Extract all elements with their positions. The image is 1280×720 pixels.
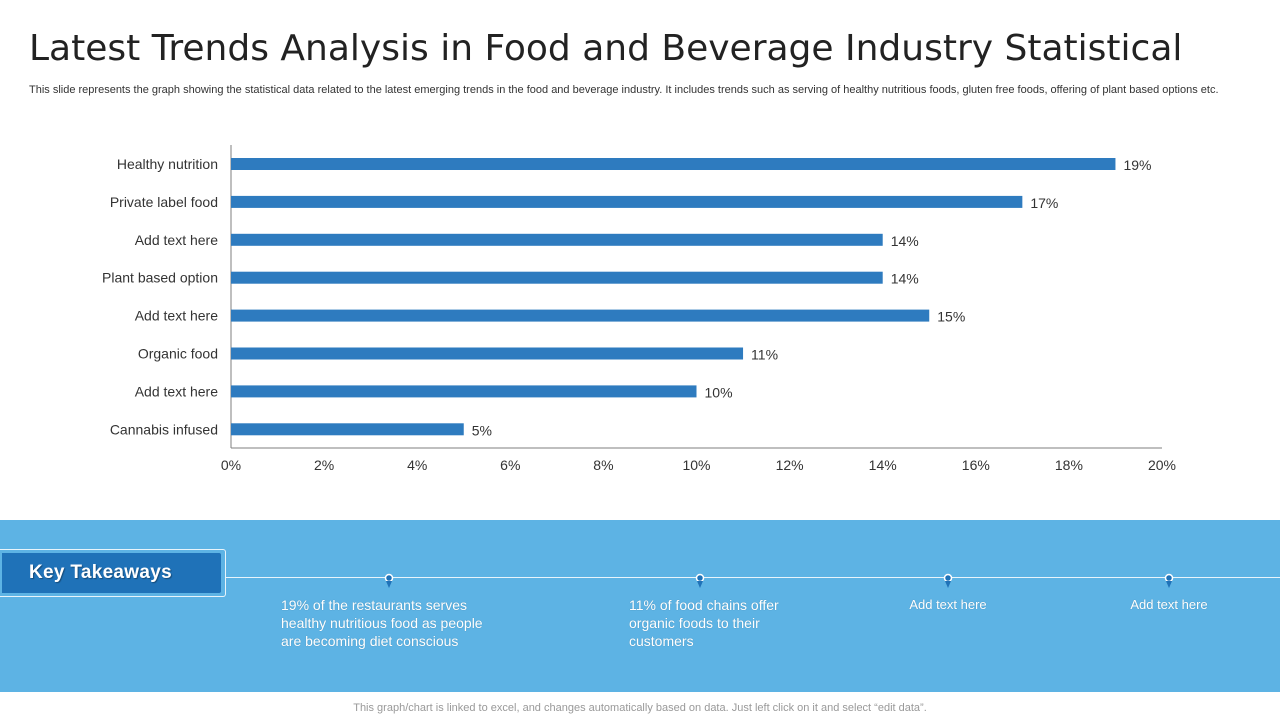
category-label: Healthy nutrition [117, 156, 218, 172]
data-label: 11% [751, 347, 778, 363]
footer-note: This graph/chart is linked to excel, and… [353, 702, 927, 714]
category-label: Cannabis infused [110, 421, 218, 437]
x-tick-label: 2% [314, 457, 334, 473]
category-label: Private label food [110, 194, 218, 210]
bar[interactable] [231, 158, 1116, 170]
data-label: 10% [705, 384, 733, 400]
page-description: This slide represents the graph showing … [29, 84, 1219, 96]
key-takeaways-label: Key Takeaways [2, 553, 221, 593]
timeline-line [226, 577, 1280, 578]
map-pin-icon [1164, 573, 1174, 588]
bar[interactable] [231, 271, 883, 284]
map-pin-icon [384, 573, 394, 588]
key-takeaways-band: Key Takeaways 19% of the restaurants ser… [0, 520, 1280, 692]
bar[interactable] [231, 233, 883, 246]
category-label: Add text here [135, 232, 218, 248]
x-tick-label: 6% [500, 457, 520, 473]
bar-chart[interactable]: Healthy nutrition 19% Private label food 17… [0, 0, 1280, 500]
data-label: 17% [1030, 195, 1058, 211]
data-label: 5% [472, 422, 492, 438]
bar[interactable] [231, 385, 697, 398]
category-label: Add text here [135, 383, 218, 399]
x-tick-label: 12% [776, 457, 804, 473]
x-tick-label: 20% [1148, 457, 1176, 473]
map-pin-icon [943, 573, 953, 588]
takeaway-text: Add text here [1130, 597, 1208, 612]
x-tick-label: 8% [593, 457, 613, 473]
key-takeaways-header: Key Takeaways [0, 549, 226, 597]
category-label: Plant based option [102, 270, 218, 286]
bar[interactable] [231, 347, 744, 360]
takeaway-text: Add text here [909, 597, 987, 612]
map-pin-icon [695, 573, 705, 588]
category-label: Organic food [138, 346, 218, 362]
data-label: 15% [937, 309, 965, 325]
x-tick-label: 4% [407, 457, 427, 473]
data-label: 19% [1123, 157, 1151, 173]
takeaway-text: 11% of food chains offer organic foods t… [629, 597, 779, 649]
x-tick-label: 0% [221, 457, 241, 473]
x-tick-label: 16% [962, 457, 990, 473]
x-tick-label: 10% [682, 457, 710, 473]
x-tick-label: 18% [1055, 457, 1083, 473]
data-label: 14% [891, 271, 919, 287]
bar[interactable] [231, 309, 930, 322]
page-title: Latest Trends Analysis in Food and Bever… [29, 28, 1183, 69]
data-label: 14% [891, 233, 919, 249]
bar[interactable] [231, 423, 464, 436]
takeaway-text: 19% of the restaurants serves healthy nu… [281, 597, 483, 649]
category-label: Add text here [135, 308, 218, 324]
x-tick-label: 14% [869, 457, 897, 473]
bar[interactable] [231, 195, 1023, 208]
